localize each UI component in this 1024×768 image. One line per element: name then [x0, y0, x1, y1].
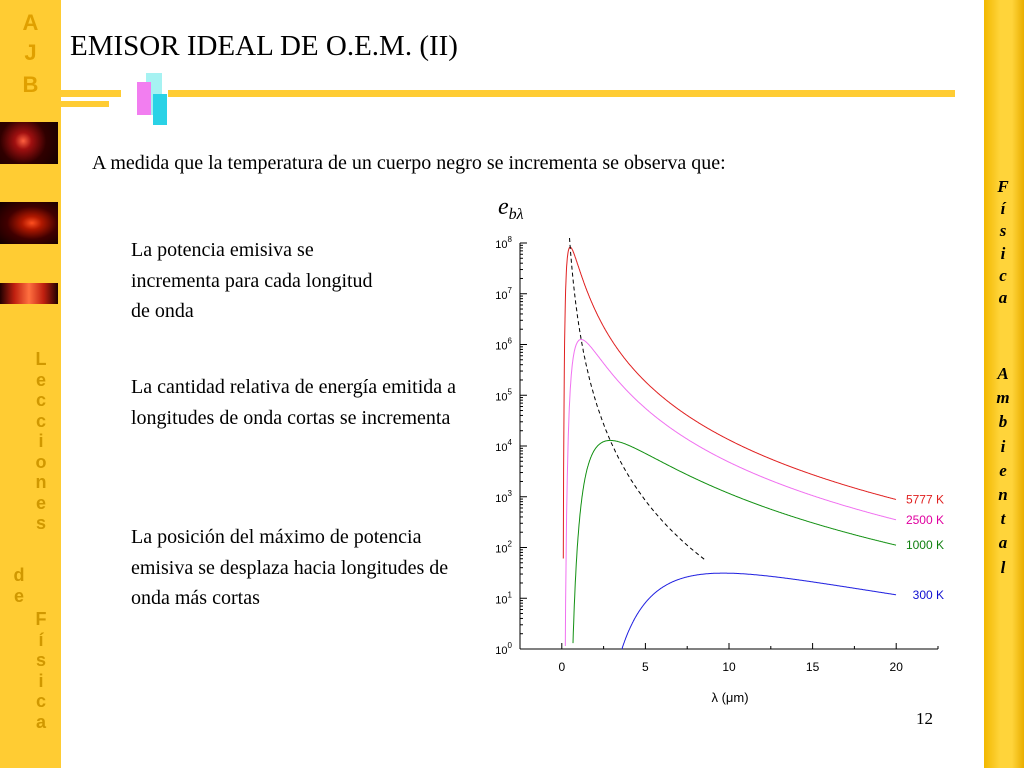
- right-fisica-letter: c: [999, 265, 1007, 285]
- right-fisica-letter: i: [1000, 243, 1006, 263]
- x-tick-label: 20: [890, 660, 904, 674]
- de-letter: e: [13, 585, 24, 606]
- series-line: [562, 246, 897, 559]
- right-ambiental-letter: i: [1000, 436, 1006, 456]
- right-ambiental-letter: m: [996, 388, 1010, 408]
- lecciones-letter: c: [35, 410, 46, 431]
- y-tick-label: 101: [495, 590, 512, 606]
- fisica-letter: F: [35, 609, 47, 629]
- right-ambiental-letter: a: [998, 533, 1008, 553]
- y-tick-label: 103: [495, 489, 512, 505]
- y-tick-label: 100: [495, 641, 512, 657]
- logo-letter-j: J: [24, 40, 37, 65]
- lava-thumbnail-2: [0, 202, 58, 244]
- bullet-2: La cantidad relativa de energía emitida …: [131, 376, 457, 429]
- lecciones-letter: i: [38, 431, 44, 451]
- fisica-letter: s: [35, 650, 46, 670]
- slide-title: EMISOR IDEAL DE O.E.M. (II): [70, 30, 458, 62]
- chart-curves: [562, 238, 897, 650]
- x-ticks: 0 5 10 15 20: [519, 643, 939, 674]
- y-tick-label: 104: [495, 438, 512, 454]
- logo-letter-a: A: [22, 10, 39, 35]
- series-line: [572, 439, 897, 644]
- right-ambiental-letter: n: [998, 485, 1008, 504]
- right-ambiental-letter: e: [999, 460, 1007, 480]
- series-label: 1000 K: [906, 538, 944, 552]
- right-fisica-letter: F: [997, 177, 1009, 196]
- spectrum-thumbnail: [0, 283, 58, 304]
- lava-thumbnail-1: [0, 122, 58, 164]
- series-line: [621, 572, 897, 650]
- fisica-letter: a: [35, 711, 46, 732]
- lecciones-letter: e: [35, 492, 46, 513]
- de-letter: d: [13, 565, 25, 585]
- logo-letter-b: B: [22, 72, 39, 97]
- x-tick-label: 10: [722, 660, 736, 674]
- fisica-letter: c: [35, 691, 46, 711]
- intro-sentence: A medida que la temperatura de un cuerpo…: [92, 152, 726, 174]
- bullet-3: La posición del máximo de potencia emisi…: [131, 526, 449, 609]
- lecciones-letter: L: [35, 349, 47, 369]
- right-sidebar: [984, 0, 1024, 768]
- fisica-letter: i: [38, 670, 44, 691]
- right-ambiental-letter: t: [1000, 509, 1006, 529]
- lecciones-letter: e: [35, 369, 46, 390]
- fisica-letter: í: [38, 629, 44, 650]
- y-tick-label: 106: [495, 337, 512, 353]
- page-number: 12: [916, 709, 933, 728]
- y-tick-label: 108: [495, 235, 512, 251]
- lecciones-letter: s: [35, 513, 46, 533]
- lecciones-letter: o: [35, 451, 47, 472]
- lecciones-letter: n: [35, 472, 47, 492]
- series-labels: 5777 K 2500 K 1000 K 300 K: [906, 493, 944, 602]
- x-tick-label: 0: [558, 660, 565, 674]
- right-ambiental-letter: A: [997, 364, 1009, 383]
- y-ticks: 100 101 102 103 104 105 106 107 108: [495, 235, 527, 657]
- lecciones-letter: c: [35, 390, 46, 410]
- right-fisica-letter: í: [1000, 199, 1006, 219]
- bullet-1: La potencia emisiva se incrementa para c…: [131, 239, 373, 322]
- right-ambiental-letter: b: [998, 412, 1008, 432]
- right-fisica-letter: a: [998, 288, 1008, 307]
- x-tick-label: 15: [806, 660, 820, 674]
- right-fisica-letter: s: [999, 221, 1007, 241]
- chart-axes: [519, 243, 938, 650]
- series-label: 5777 K: [906, 493, 944, 507]
- x-tick-label: 5: [642, 660, 649, 674]
- right-ambiental-letter: l: [1000, 557, 1006, 577]
- x-axis-label: λ (μm): [711, 690, 748, 705]
- y-tick-label: 102: [495, 540, 512, 556]
- series-line: [564, 339, 897, 647]
- y-axis-label: ebλ: [498, 194, 524, 223]
- y-tick-label: 107: [495, 286, 512, 302]
- y-tick-label: 105: [495, 387, 512, 403]
- series-label: 300 K: [913, 588, 944, 602]
- series-label: 2500 K: [906, 513, 944, 527]
- wien-displacement-locus: [569, 238, 705, 560]
